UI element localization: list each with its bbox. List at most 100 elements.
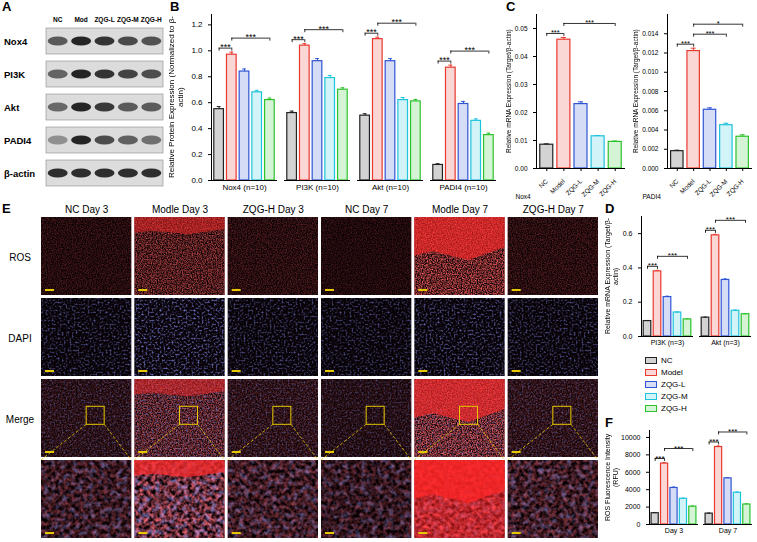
svg-text:Akt (n=3): Akt (n=3) xyxy=(712,339,741,347)
svg-text:***: *** xyxy=(551,28,560,37)
svg-text:0.6: 0.6 xyxy=(623,230,633,237)
svg-text:***: *** xyxy=(681,39,690,48)
svg-text:0: 0 xyxy=(637,521,641,528)
svg-text:Modle Day 3: Modle Day 3 xyxy=(152,204,209,215)
svg-text:***: *** xyxy=(293,34,304,44)
svg-text:0.008: 0.008 xyxy=(642,88,659,95)
svg-text:PI3K: PI3K xyxy=(4,69,25,80)
svg-text:***: *** xyxy=(366,27,377,37)
svg-text:***: *** xyxy=(726,215,735,224)
svg-text:0.05: 0.05 xyxy=(515,25,528,32)
html-text:Model: Model xyxy=(661,367,683,377)
html-text:C: C xyxy=(506,0,516,14)
svg-text:PADI4: PADI4 xyxy=(4,135,32,146)
svg-text:Merge: Merge xyxy=(6,414,35,425)
svg-text:0.002: 0.002 xyxy=(642,145,659,152)
svg-text:DAPI: DAPI xyxy=(8,333,31,344)
svg-text:ZQG-M: ZQG-M xyxy=(117,16,139,24)
svg-text:0.4: 0.4 xyxy=(623,264,633,271)
svg-text:6000: 6000 xyxy=(625,469,641,476)
svg-text:ZQG-M: ZQG-M xyxy=(580,178,601,199)
svg-text:***: *** xyxy=(391,17,402,27)
svg-text:Nox4 (n=10): Nox4 (n=10) xyxy=(222,183,267,192)
svg-text:***: *** xyxy=(674,444,683,453)
svg-text:ZQG-H: ZQG-H xyxy=(598,177,619,198)
svg-text:0.0: 0.0 xyxy=(623,333,633,340)
html-text:NC: NC xyxy=(661,355,673,365)
svg-text:PADI4 (n=10): PADI4 (n=10) xyxy=(439,183,487,192)
svg-text:0.03: 0.03 xyxy=(515,81,528,88)
svg-text:ZQG-L: ZQG-L xyxy=(693,177,713,197)
svg-text:0.006: 0.006 xyxy=(642,107,659,114)
svg-text:ZQG-H: ZQG-H xyxy=(725,177,746,198)
svg-text:Day 3: Day 3 xyxy=(665,527,683,535)
svg-text:ZQG-L: ZQG-L xyxy=(94,16,114,24)
svg-text:NC Day 7: NC Day 7 xyxy=(345,204,389,215)
svg-text:NC: NC xyxy=(537,177,549,189)
svg-text:Mod: Mod xyxy=(74,16,87,23)
svg-text:1.0: 1.0 xyxy=(191,46,203,55)
svg-text:0.4: 0.4 xyxy=(191,124,203,133)
html-text:B: B xyxy=(170,0,180,14)
html-text:A: A xyxy=(2,0,12,14)
svg-text:***: *** xyxy=(706,225,715,234)
svg-text:***: *** xyxy=(706,29,715,38)
svg-text:ZQG-L: ZQG-L xyxy=(564,177,584,197)
svg-text:Model: Model xyxy=(678,177,696,195)
svg-text:***: *** xyxy=(220,42,231,52)
svg-text:PI3K (n=10): PI3K (n=10) xyxy=(296,183,339,192)
svg-text:0.2: 0.2 xyxy=(623,298,633,305)
svg-text:Modle Day 7: Modle Day 7 xyxy=(432,204,489,215)
svg-text:8000: 8000 xyxy=(625,451,641,458)
svg-text:0.010: 0.010 xyxy=(642,68,659,75)
svg-text:Akt: Akt xyxy=(4,102,20,113)
svg-text:0.2: 0.2 xyxy=(191,150,203,159)
svg-text:0.012: 0.012 xyxy=(642,49,659,56)
svg-text:ROS: ROS xyxy=(9,252,31,263)
svg-text:0.6: 0.6 xyxy=(191,98,203,107)
svg-text:***: *** xyxy=(439,55,450,65)
html-text:ROS Fluorescence Intensity (RF: ROS Fluorescence Intensity (RFU) xyxy=(604,433,619,521)
svg-text:10000: 10000 xyxy=(621,434,641,441)
html-text:Relative mRNA Expression (Targ: Relative mRNA Expression (Target/β-actin… xyxy=(604,218,619,334)
svg-text:0.000: 0.000 xyxy=(642,165,659,172)
svg-text:***: *** xyxy=(728,427,737,436)
svg-text:***: *** xyxy=(710,437,719,446)
svg-text:0.8: 0.8 xyxy=(191,72,203,81)
svg-text:***: *** xyxy=(585,18,594,27)
svg-text:1.2: 1.2 xyxy=(191,20,203,29)
html-text:D: D xyxy=(605,201,615,216)
svg-text:Akt (n=10): Akt (n=10) xyxy=(372,183,409,192)
svg-text:β-actin: β-actin xyxy=(4,168,35,179)
svg-text:4000: 4000 xyxy=(625,486,641,493)
svg-text:0.01: 0.01 xyxy=(515,137,528,144)
svg-text:Model: Model xyxy=(548,177,567,195)
svg-text:PI3K (n=3): PI3K (n=3) xyxy=(651,339,685,347)
svg-text:NC: NC xyxy=(668,177,680,189)
svg-text:0.04: 0.04 xyxy=(515,53,528,60)
svg-text:0.0: 0.0 xyxy=(191,176,203,185)
svg-text:ZQG-H Day 3: ZQG-H Day 3 xyxy=(243,204,305,215)
svg-text:0.014: 0.014 xyxy=(642,30,659,37)
svg-text:Nox4: Nox4 xyxy=(516,193,532,200)
svg-text:PADI4: PADI4 xyxy=(643,193,662,200)
svg-text:***: *** xyxy=(464,45,475,55)
svg-text:***: *** xyxy=(245,32,256,42)
svg-text:2000: 2000 xyxy=(625,503,641,510)
svg-text:0.00: 0.00 xyxy=(515,165,528,172)
svg-text:ZQG-M: ZQG-M xyxy=(708,178,729,199)
html-text:Relative Protein Expression (N: Relative Protein Expression (Normalized … xyxy=(167,16,185,178)
svg-text:NC: NC xyxy=(53,16,63,23)
svg-text:0.02: 0.02 xyxy=(515,109,528,116)
svg-text:***: *** xyxy=(668,251,677,260)
svg-text:Day 7: Day 7 xyxy=(719,527,737,535)
svg-text:***: *** xyxy=(318,24,329,34)
svg-text:*: * xyxy=(717,19,720,28)
svg-text:0.004: 0.004 xyxy=(642,126,659,133)
svg-text:***: *** xyxy=(648,261,657,270)
svg-text:ZQG-H Day 7: ZQG-H Day 7 xyxy=(523,204,585,215)
svg-text:***: *** xyxy=(656,454,665,463)
svg-text:Nox4: Nox4 xyxy=(4,36,28,47)
svg-text:NC Day 3: NC Day 3 xyxy=(65,204,109,215)
svg-text:ZQG-H: ZQG-H xyxy=(141,16,162,24)
